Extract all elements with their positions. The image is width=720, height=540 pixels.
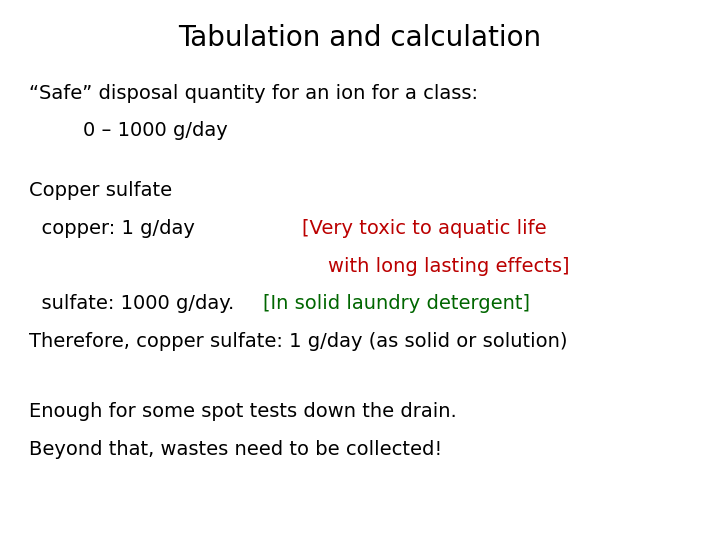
Text: Enough for some spot tests down the drain.: Enough for some spot tests down the drai… (29, 402, 456, 421)
Text: sulfate: 1000 g/day.: sulfate: 1000 g/day. (29, 294, 234, 313)
Text: Therefore, copper sulfate: 1 g/day (as solid or solution): Therefore, copper sulfate: 1 g/day (as s… (29, 332, 567, 351)
Text: Copper sulfate: Copper sulfate (29, 181, 172, 200)
Text: [Very toxic to aquatic life: [Very toxic to aquatic life (302, 219, 547, 238)
Text: Tabulation and calculation: Tabulation and calculation (179, 24, 541, 52)
Text: [In solid laundry detergent]: [In solid laundry detergent] (263, 294, 530, 313)
Text: 0 – 1000 g/day: 0 – 1000 g/day (83, 122, 228, 140)
Text: copper: 1 g/day: copper: 1 g/day (29, 219, 194, 238)
Text: “Safe” disposal quantity for an ion for a class:: “Safe” disposal quantity for an ion for … (29, 84, 478, 103)
Text: with long lasting effects]: with long lasting effects] (328, 256, 569, 275)
Text: Beyond that, wastes need to be collected!: Beyond that, wastes need to be collected… (29, 440, 442, 459)
